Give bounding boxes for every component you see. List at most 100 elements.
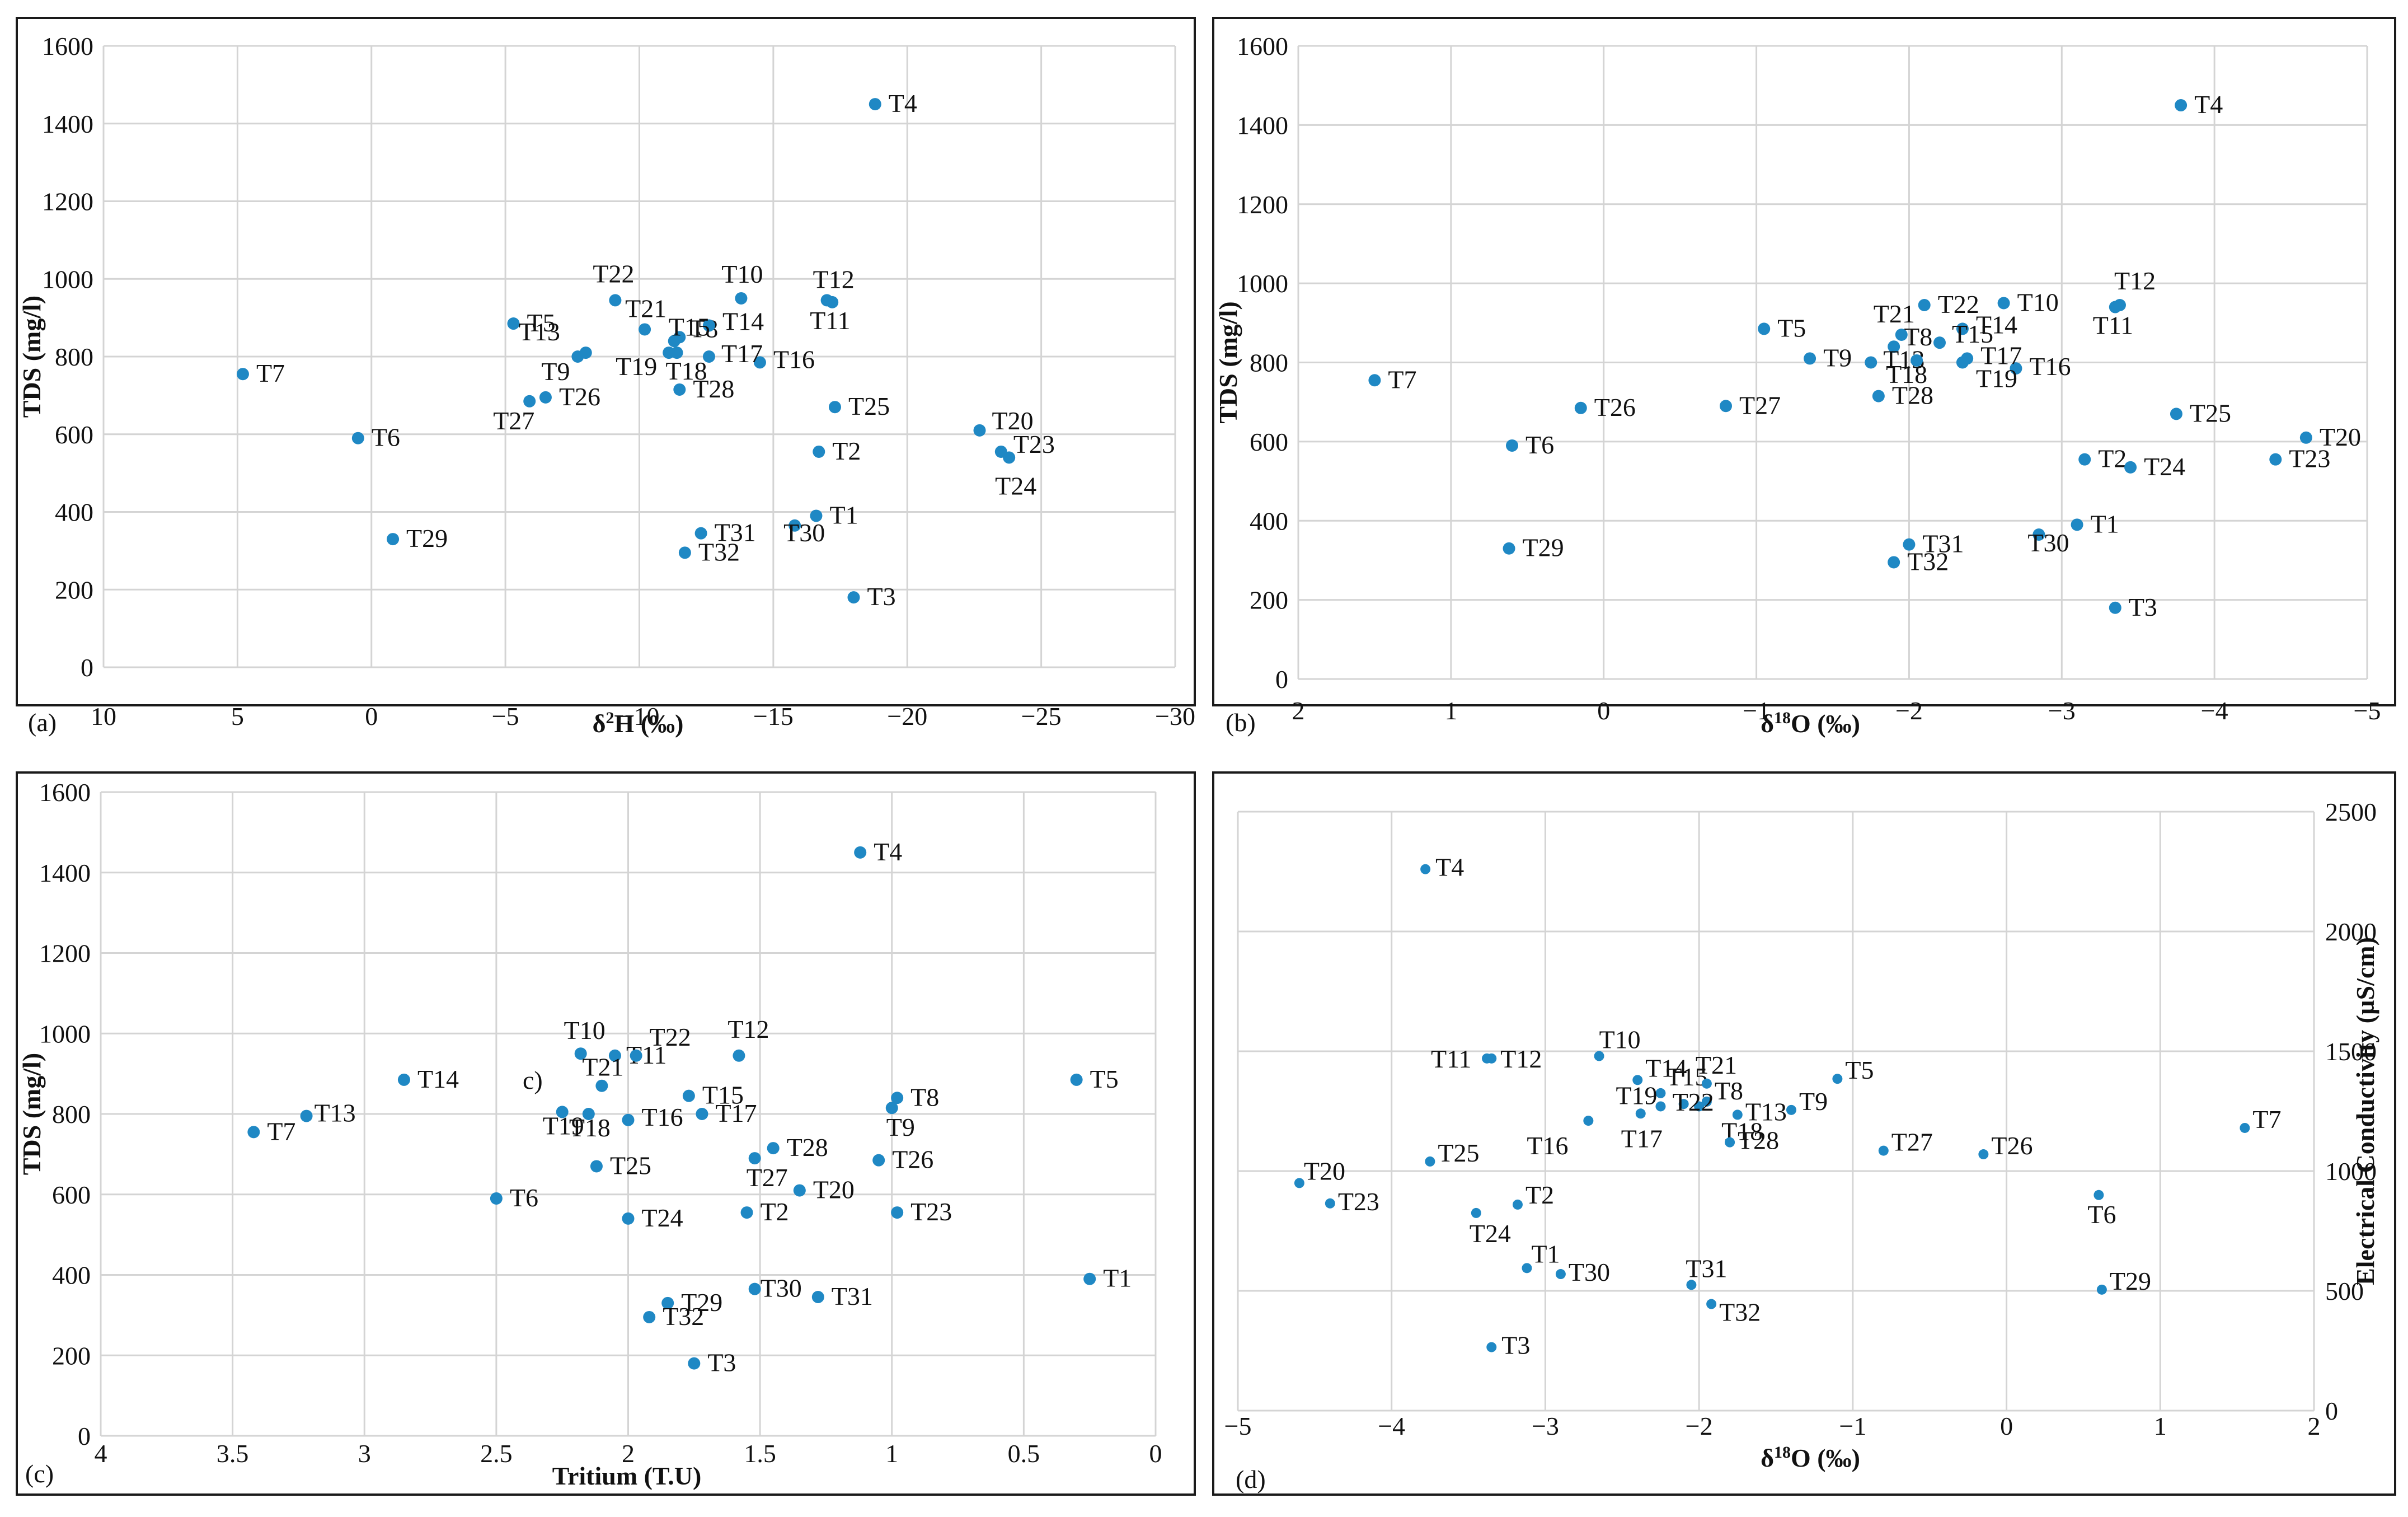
data-point-t12 [1486, 1053, 1497, 1064]
x-tick-label: −5 [1224, 1412, 1252, 1440]
data-label-t17: T17 [1980, 341, 2022, 369]
data-point-t32 [678, 546, 691, 559]
data-label-t14: T14 [1645, 1054, 1687, 1082]
x-tick-label: 2 [622, 1439, 635, 1468]
data-label-t1: T1 [2091, 509, 2119, 538]
data-point-t9 [885, 1102, 898, 1115]
data-label-t30: T30 [1569, 1258, 1610, 1286]
x-tick-label: 4 [95, 1439, 107, 1468]
data-label-t10: T10 [564, 1016, 605, 1045]
data-label-t29: T29 [2110, 1267, 2151, 1295]
data-label-t6: T6 [372, 423, 400, 452]
y-tick-label: 1500 [2325, 1037, 2377, 1066]
data-point-t7 [236, 368, 249, 381]
y-tick-label: 1200 [1237, 190, 1288, 219]
data-point-t31 [811, 1291, 824, 1304]
data-label-t19: T19 [1976, 364, 2017, 393]
data-point-t11 [608, 1049, 621, 1062]
x-tick-label: −3 [1532, 1412, 1559, 1440]
data-point-t17 [702, 350, 715, 363]
data-point-t12 [2113, 299, 2126, 312]
data-point-t26 [539, 391, 552, 404]
data-point-t15 [1655, 1088, 1666, 1098]
data-label-t5: T5 [1090, 1065, 1119, 1093]
x-tick-label: −2 [1895, 696, 1923, 725]
data-label-t28: T28 [787, 1133, 828, 1162]
data-point-t13 [579, 347, 592, 359]
data-label-t2: T2 [2098, 444, 2127, 473]
data-label-t16: T16 [773, 345, 815, 373]
data-point-t12 [733, 1049, 745, 1062]
data-point-t12 [820, 294, 833, 307]
data-point-t1 [1522, 1263, 1532, 1273]
data-point-t7 [247, 1126, 260, 1139]
y-tick-label: 400 [52, 1261, 91, 1290]
x-tick-label: −5 [492, 702, 519, 731]
data-point-t22 [1678, 1099, 1689, 1109]
data-label-t26: T26 [1594, 393, 1636, 422]
y-tick-label: 400 [55, 498, 93, 527]
data-label-t4: T4 [889, 89, 917, 118]
data-point-t30 [788, 519, 801, 532]
data-point-t32 [643, 1310, 656, 1323]
x-tick-label: 0.5 [1008, 1439, 1040, 1468]
data-label-t31: T31 [1686, 1254, 1727, 1282]
x-tick-label: 1.5 [744, 1439, 776, 1468]
data-point-t3 [847, 591, 860, 604]
panel-c: 4 3.5 3 2.5 2 1.5 1 0.5 0 0 200 400 600 800 1000 1200 14… [16, 771, 1196, 1496]
data-label-t21: T21 [625, 294, 666, 322]
x-tick-label: −1 [1743, 696, 1770, 725]
x-axis-title: Tritium (T.U) [552, 1462, 702, 1490]
data-label-t24: T24 [2144, 452, 2185, 481]
data-label-t17: T17 [715, 1099, 757, 1127]
data-point-t3 [1486, 1342, 1497, 1352]
data-label-t14: T14 [417, 1065, 459, 1093]
data-label-t25: T25 [2190, 399, 2231, 427]
y-tick-label: 2500 [2325, 798, 2377, 826]
data-point-t13 [300, 1109, 313, 1122]
x-tick-label: −15 [753, 702, 794, 731]
y-tick-label: 1600 [42, 32, 93, 60]
data-point-t20 [793, 1184, 806, 1197]
x-tick-label: 2 [2308, 1412, 2321, 1440]
data-label-t10: T10 [721, 260, 763, 288]
data-label-t12: T12 [1500, 1045, 1542, 1073]
data-point-t15 [1933, 336, 1946, 349]
data-point-t21 [639, 323, 651, 336]
data-point-t19 [1655, 1101, 1666, 1112]
data-label-t6: T6 [510, 1183, 538, 1212]
data-point-t27 [1720, 400, 1732, 413]
data-label-t16: T16 [642, 1103, 683, 1131]
x-tick-label: −3 [2048, 696, 2076, 725]
data-label-t27: T27 [1739, 391, 1781, 419]
data-label-t7: T7 [256, 359, 285, 387]
data-point-t31 [1686, 1280, 1697, 1290]
data-label-t19: T19 [543, 1111, 584, 1140]
panel-c-frame [16, 771, 1196, 1496]
data-label-t31: T31 [715, 518, 756, 547]
data-point-t15 [682, 1089, 695, 1102]
panel-a-frame [16, 17, 1196, 706]
x-tick-label: 0 [365, 702, 378, 731]
data-point-t4 [854, 846, 867, 859]
data-label-t25: T25 [1438, 1139, 1479, 1167]
data-point-t10 [735, 292, 748, 305]
data-label-t31: T31 [1922, 530, 1964, 558]
data-label-t6: T6 [1525, 430, 1554, 459]
x-tick-label: 3 [358, 1439, 371, 1468]
data-label-t3: T3 [2129, 593, 2157, 621]
data-label-t20: T20 [813, 1176, 855, 1204]
data-label-t18: T18 [666, 357, 707, 385]
data-label-t29: T29 [1523, 533, 1564, 562]
data-point-t3 [688, 1357, 701, 1370]
data-point-t24 [622, 1212, 635, 1225]
data-point-t6 [2093, 1190, 2104, 1200]
x-axis-title: δ18O (‰) [1761, 709, 1860, 738]
data-label-t16: T16 [1527, 1131, 1568, 1160]
data-point-t16 [622, 1113, 635, 1126]
x-axis-title: δ2H (‰) [593, 709, 684, 738]
data-point-t5 [1070, 1073, 1083, 1086]
data-label-t26: T26 [559, 382, 600, 411]
data-label-t3: T3 [707, 1349, 736, 1377]
data-label-t1: T1 [829, 500, 858, 529]
